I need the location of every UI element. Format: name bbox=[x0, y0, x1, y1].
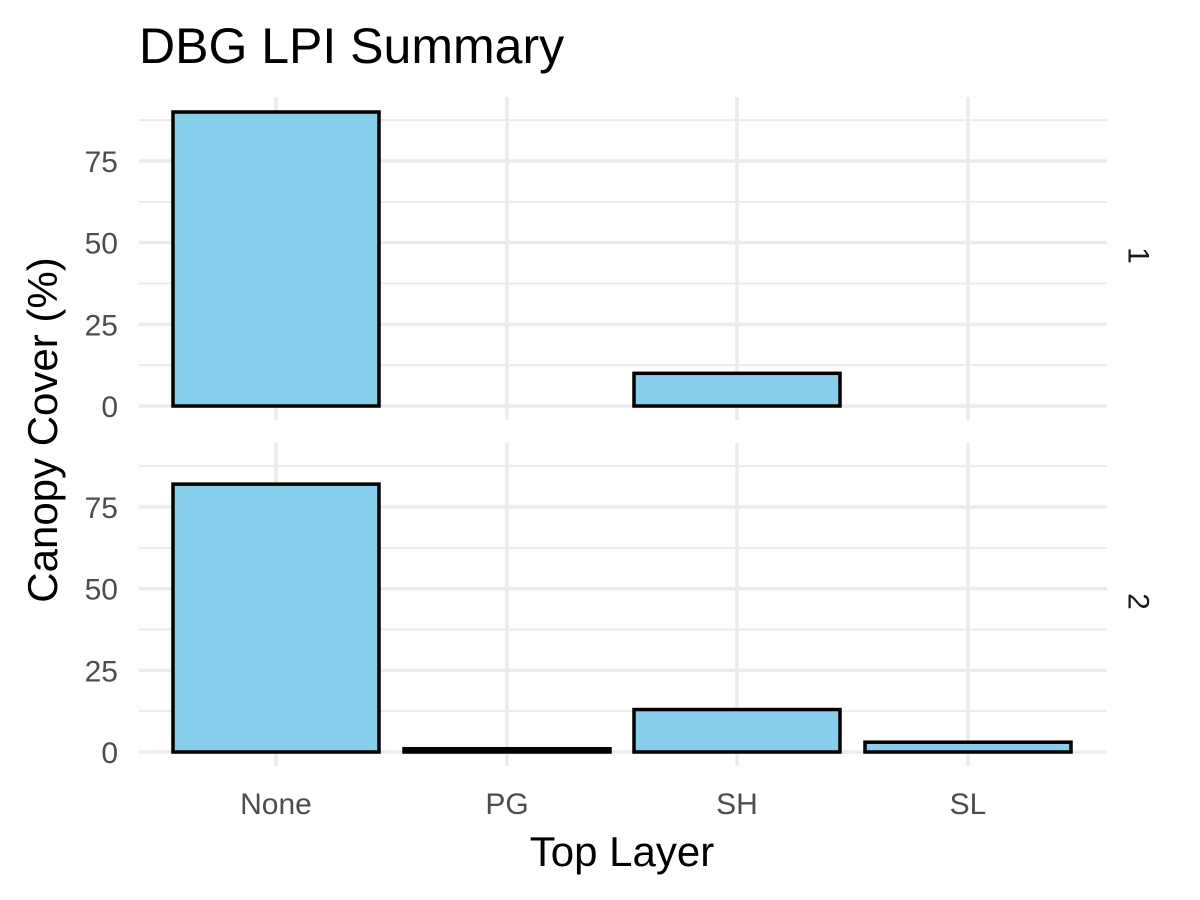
facet-panel-2: 0 25 50 75 2 bbox=[85, 443, 1155, 770]
x-tick-label: SH bbox=[716, 788, 758, 821]
y-tick-label: 0 bbox=[101, 737, 118, 770]
x-axis-ticks: None PG SH SL bbox=[240, 788, 986, 821]
bar-SH-facet-2 bbox=[632, 707, 842, 754]
y-tick-label: 75 bbox=[85, 146, 118, 179]
y-tick-label: 25 bbox=[85, 309, 118, 342]
y-tick-label: 50 bbox=[85, 228, 118, 261]
y-tick-label: 0 bbox=[101, 391, 118, 424]
x-tick-label: SL bbox=[950, 788, 987, 821]
y-tick-label: 25 bbox=[85, 655, 118, 688]
bar-None-facet-2 bbox=[171, 482, 381, 754]
chart-title: DBG LPI Summary bbox=[139, 18, 564, 74]
bar-SL-facet-2 bbox=[863, 740, 1073, 754]
y-axis-title: Canopy Cover (%) bbox=[19, 257, 66, 602]
facet-panels: 0 25 50 75 1 0 25 50 75 2 None PG SH SL bbox=[85, 97, 1155, 821]
x-axis-title: Top Layer bbox=[530, 828, 714, 875]
facet-panel-1: 0 25 50 75 1 bbox=[85, 97, 1155, 424]
facet-strip-label: 2 bbox=[1122, 593, 1155, 610]
facet-strip-label: 1 bbox=[1122, 247, 1155, 264]
x-tick-label: None bbox=[240, 788, 312, 821]
y-tick-label: 75 bbox=[85, 492, 118, 525]
bar-None-facet-1 bbox=[171, 110, 381, 408]
x-tick-label: PG bbox=[485, 788, 528, 821]
bar-SH-facet-1 bbox=[632, 371, 842, 408]
bar-PG-facet-2 bbox=[402, 746, 612, 754]
y-tick-label: 50 bbox=[85, 574, 118, 607]
